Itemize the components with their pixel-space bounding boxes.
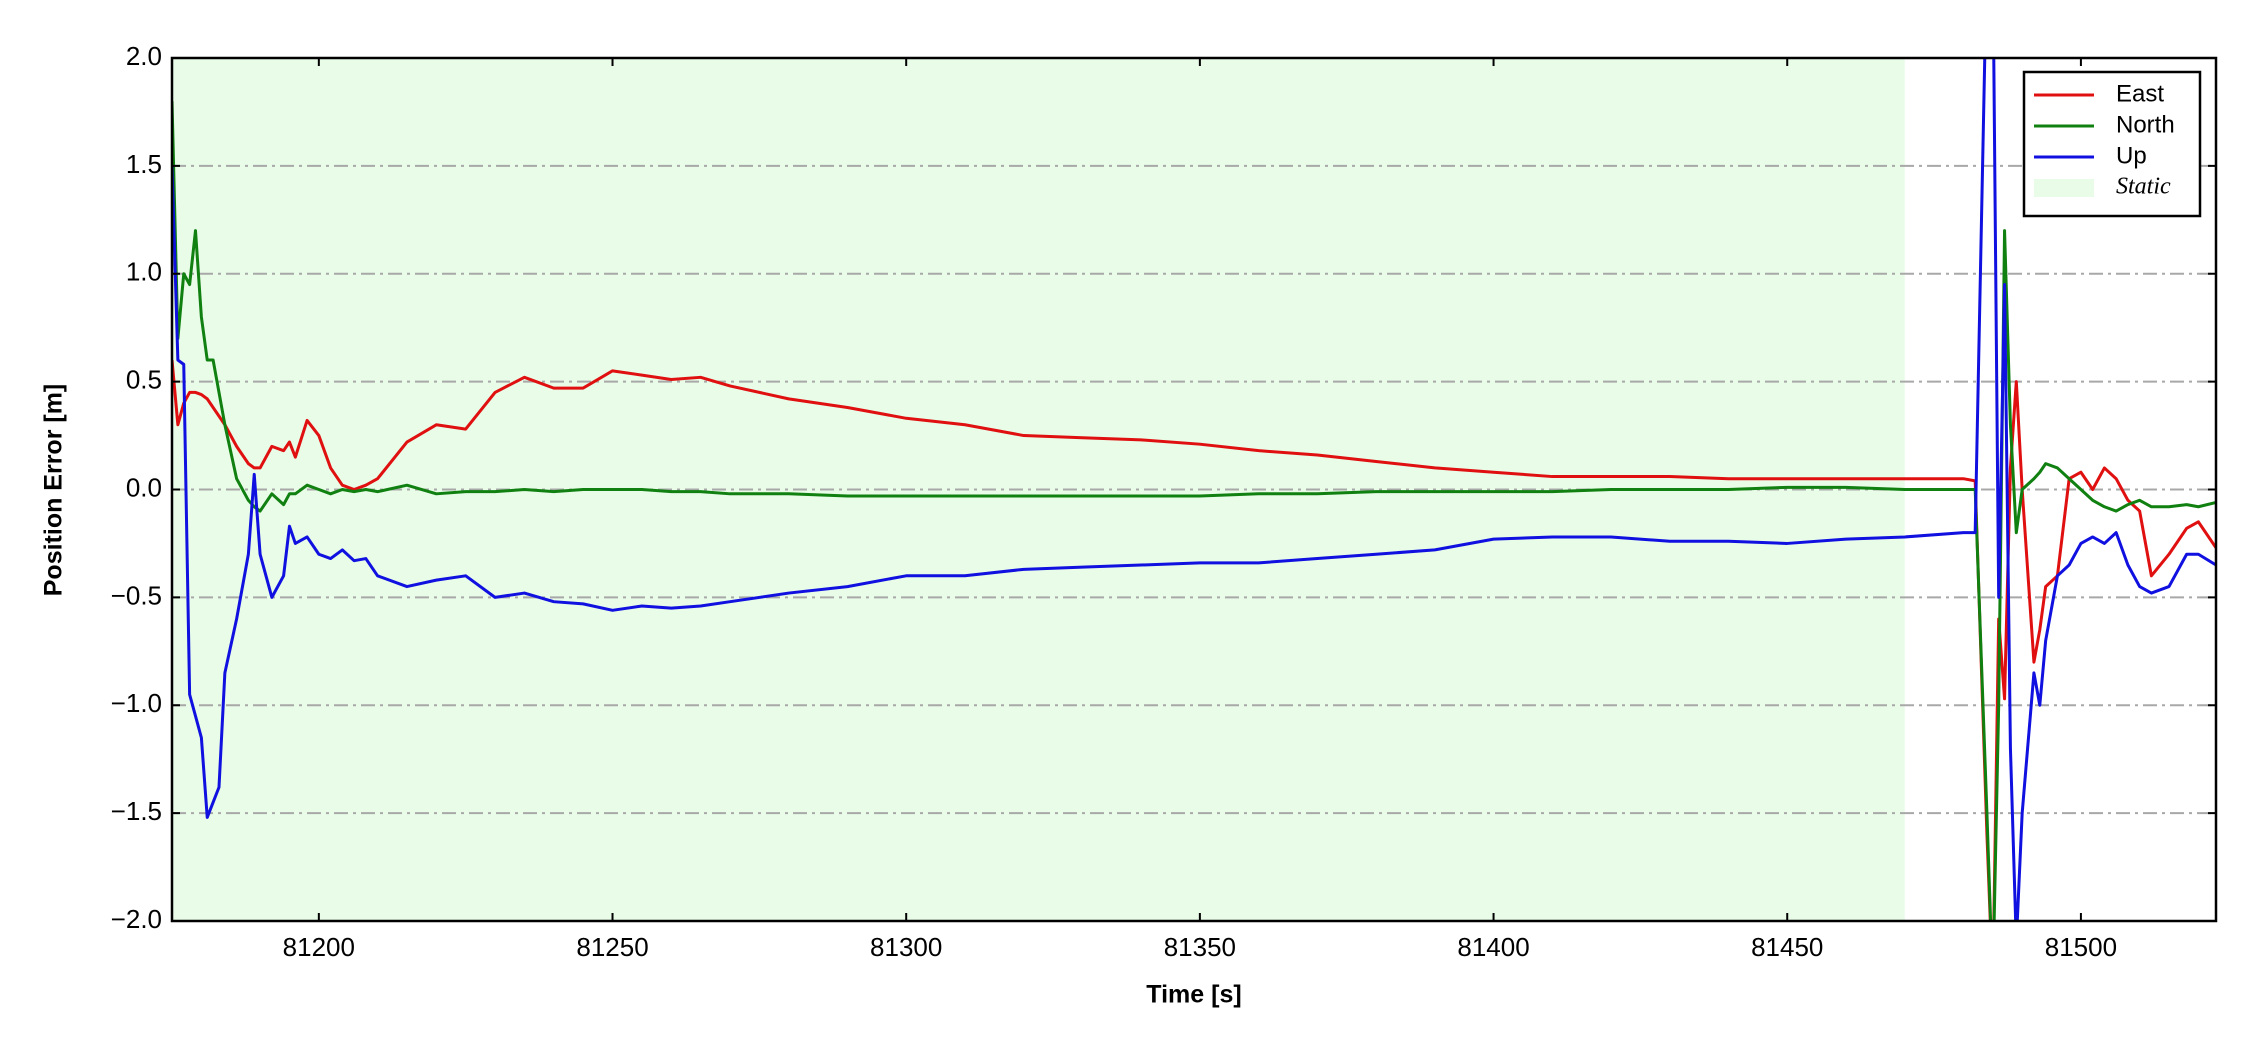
y-tick-label: −2.0 — [111, 904, 162, 934]
legend-label: Static — [2116, 174, 2171, 200]
y-tick-label: 2.0 — [126, 41, 162, 71]
y-tick-label: −0.5 — [111, 580, 162, 610]
y-axis-label: Position Error [m] — [40, 384, 68, 597]
y-tick-label: −1.5 — [111, 796, 162, 826]
series-line — [172, 101, 2216, 921]
x-tick-label: 81200 — [283, 932, 355, 962]
x-tick-label: 81300 — [870, 932, 942, 962]
legend-label: Up — [2116, 142, 2147, 169]
legend: East North Up Static — [2022, 70, 2202, 218]
y-tick-label: 0.0 — [126, 472, 162, 502]
y-tick-label: −1.0 — [111, 688, 162, 718]
legend-label: East — [2116, 80, 2164, 107]
legend-swatch — [2034, 179, 2094, 197]
y-tick-label: 0.5 — [126, 365, 162, 395]
y-tick-label: 1.5 — [126, 149, 162, 179]
x-tick-label: 81450 — [1751, 932, 1823, 962]
lines — [172, 58, 2216, 921]
legend-label: North — [2116, 111, 2175, 138]
axes: −2.0 −1.5 −1.0 −0.5 0.0 0.5 1.0 1.5 2.0 81200 8125… — [111, 41, 2218, 962]
y-tick-label: 1.0 — [126, 257, 162, 287]
series-line — [172, 58, 2216, 921]
series-line — [172, 359, 2216, 921]
plot-frame — [170, 56, 2218, 923]
x-tick-label: 81500 — [2045, 932, 2117, 962]
x-tick-label: 81400 — [1457, 932, 1529, 962]
x-tick-label: 81250 — [576, 932, 648, 962]
x-axis-label: Time [s] — [1146, 981, 1241, 1009]
x-tick-label: 81350 — [1164, 932, 1236, 962]
